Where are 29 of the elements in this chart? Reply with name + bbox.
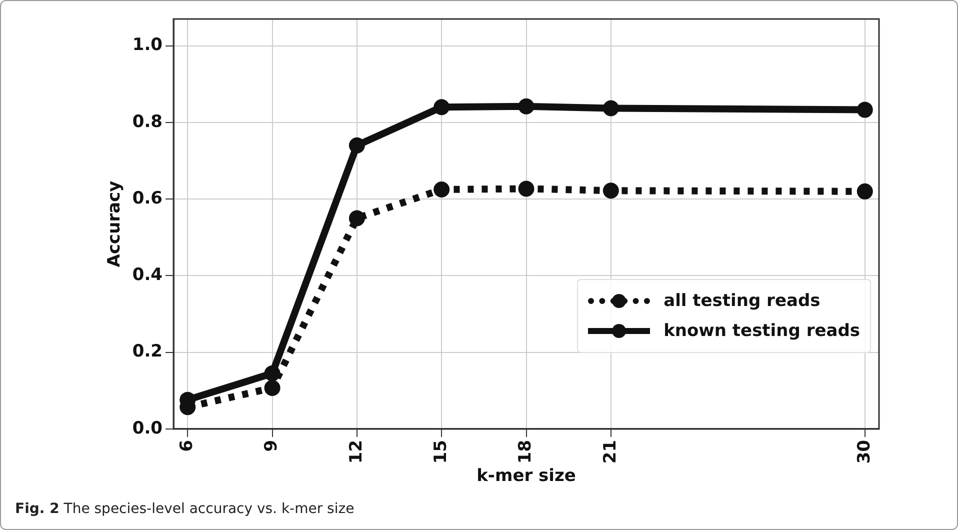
y-axis-title: Accuracy: [104, 180, 125, 268]
x-tick-label: 18: [516, 440, 536, 464]
legend-label: known testing reads: [664, 320, 860, 341]
x-tick-label: 21: [600, 440, 620, 464]
y-tick-label: 0.0: [132, 418, 163, 438]
legend-label: all testing reads: [664, 290, 820, 311]
x-tick-label: 12: [346, 440, 366, 464]
point: [434, 181, 450, 198]
point: [348, 210, 365, 226]
point: [856, 183, 873, 200]
point: [264, 380, 280, 396]
point: [856, 102, 873, 118]
point: [518, 180, 534, 197]
y-tick-label: 0.4: [132, 265, 163, 286]
x-axis-title: k-mer size: [476, 466, 576, 486]
point: [602, 100, 619, 116]
point: [434, 99, 450, 116]
caption: Fig. 2 The species-level accuracy vs. k-mer size: [15, 501, 354, 517]
point: [348, 137, 365, 154]
y-tick-label: 0.6: [132, 188, 163, 208]
x-tick-label: 15: [431, 440, 452, 464]
x-tick-label: 6: [177, 440, 198, 452]
y-tick-label: 0.8: [132, 112, 163, 132]
x-tick-label: 30: [854, 440, 874, 464]
point: [602, 182, 619, 199]
y-tick-label: 0.2: [132, 342, 163, 362]
point: [518, 98, 534, 114]
y-tick-label: 1.0: [132, 35, 163, 56]
x-tick-label: 9: [262, 440, 282, 452]
